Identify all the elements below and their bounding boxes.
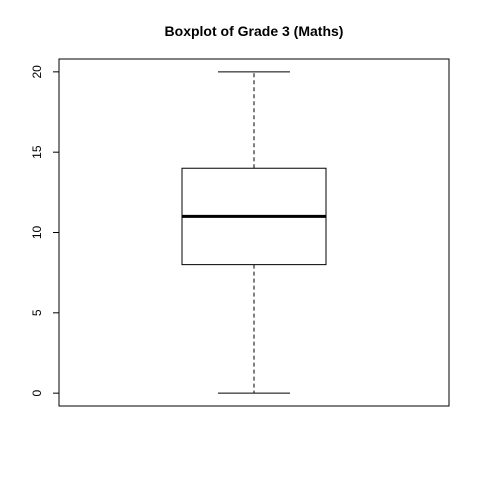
y-tick-label: 5 [30, 309, 44, 316]
y-tick-label: 15 [30, 145, 44, 159]
y-tick-label: 0 [30, 389, 44, 396]
y-tick-label: 20 [30, 65, 44, 79]
chart-title: Boxplot of Grade 3 (Maths) [165, 23, 344, 39]
y-tick-label: 10 [30, 226, 44, 240]
plot-area: 0 5 10 15 20 [30, 58, 450, 407]
